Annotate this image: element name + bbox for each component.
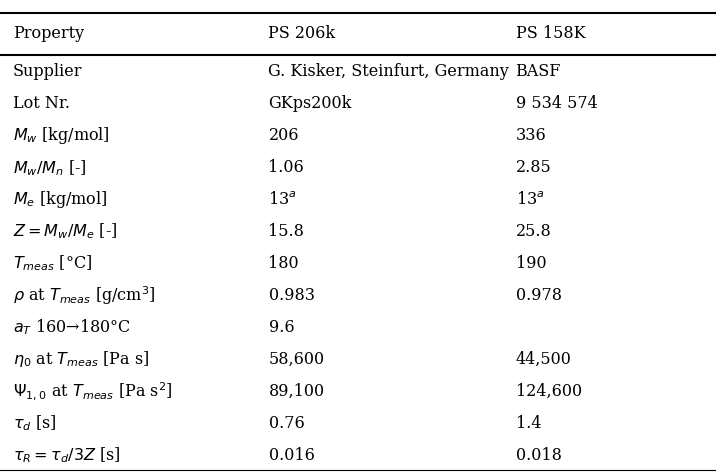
Text: 2.85: 2.85 bbox=[516, 159, 551, 176]
Text: 180: 180 bbox=[268, 255, 299, 271]
Text: 124,600: 124,600 bbox=[516, 382, 581, 399]
Text: 13$^a$: 13$^a$ bbox=[516, 191, 544, 208]
Text: BASF: BASF bbox=[516, 63, 561, 80]
Text: PS 158K: PS 158K bbox=[516, 25, 585, 42]
Text: 1.06: 1.06 bbox=[268, 159, 304, 176]
Text: 0.016: 0.016 bbox=[268, 446, 314, 463]
Text: $\tau_d$ [s]: $\tau_d$ [s] bbox=[13, 413, 57, 432]
Text: 25.8: 25.8 bbox=[516, 223, 551, 239]
Text: 9.6: 9.6 bbox=[268, 318, 294, 335]
Text: 13$^a$: 13$^a$ bbox=[268, 191, 297, 208]
Text: $M_w/M_n$ [-]: $M_w/M_n$ [-] bbox=[13, 158, 87, 177]
Text: 1.4: 1.4 bbox=[516, 414, 541, 431]
Text: Property: Property bbox=[13, 25, 84, 42]
Text: $Z = M_w/M_e$ [-]: $Z = M_w/M_e$ [-] bbox=[13, 221, 117, 241]
Text: $T_{meas}$ [°C]: $T_{meas}$ [°C] bbox=[13, 253, 92, 273]
Text: PS 206k: PS 206k bbox=[268, 25, 336, 42]
Text: 0.983: 0.983 bbox=[268, 287, 314, 303]
Text: 0.978: 0.978 bbox=[516, 287, 561, 303]
Text: Supplier: Supplier bbox=[13, 63, 82, 80]
Text: $M_e$ [kg/mol]: $M_e$ [kg/mol] bbox=[13, 188, 107, 210]
Text: $a_T$ 160→180°C: $a_T$ 160→180°C bbox=[13, 317, 131, 337]
Text: $\eta_0$ at $T_{meas}$ [Pa s]: $\eta_0$ at $T_{meas}$ [Pa s] bbox=[13, 349, 149, 368]
Text: 336: 336 bbox=[516, 127, 546, 144]
Text: GKps200k: GKps200k bbox=[268, 95, 352, 112]
Text: 9 534 574: 9 534 574 bbox=[516, 95, 597, 112]
Text: $\rho$ at $T_{meas}$ [g/cm$^3$]: $\rho$ at $T_{meas}$ [g/cm$^3$] bbox=[13, 284, 155, 306]
Text: 206: 206 bbox=[268, 127, 299, 144]
Text: Lot Nr.: Lot Nr. bbox=[13, 95, 70, 112]
Text: $\Psi_{1,0}$ at $T_{meas}$ [Pa s$^2$]: $\Psi_{1,0}$ at $T_{meas}$ [Pa s$^2$] bbox=[13, 379, 173, 402]
Text: $M_w$ [kg/mol]: $M_w$ [kg/mol] bbox=[13, 125, 110, 146]
Text: 190: 190 bbox=[516, 255, 546, 271]
Text: 0.018: 0.018 bbox=[516, 446, 561, 463]
Text: $\tau_R = \tau_d/3Z$ [s]: $\tau_R = \tau_d/3Z$ [s] bbox=[13, 445, 120, 464]
Text: 58,600: 58,600 bbox=[268, 350, 324, 367]
Text: 0.76: 0.76 bbox=[268, 414, 304, 431]
Text: 44,500: 44,500 bbox=[516, 350, 571, 367]
Text: 89,100: 89,100 bbox=[268, 382, 324, 399]
Text: 15.8: 15.8 bbox=[268, 223, 304, 239]
Text: G. Kisker, Steinfurt, Germany: G. Kisker, Steinfurt, Germany bbox=[268, 63, 509, 80]
